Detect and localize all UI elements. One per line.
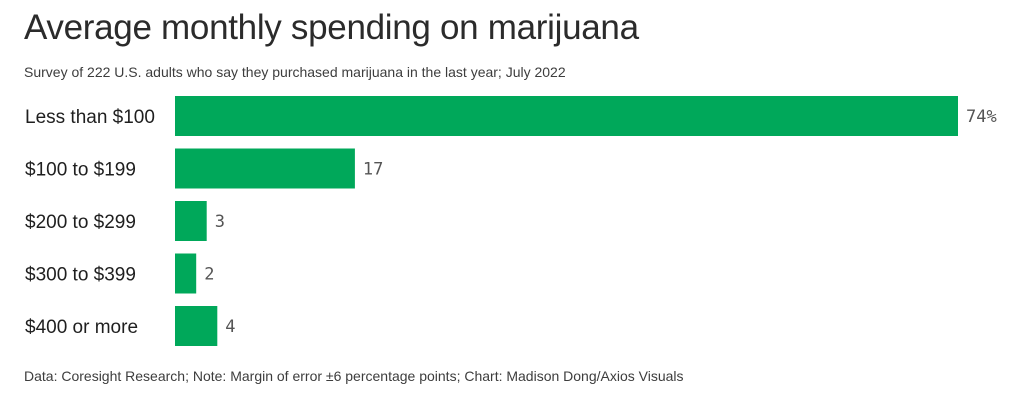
chart-footer: Data: Coresight Research; Note: Margin o… [24, 368, 684, 384]
category-label: Less than $100 [25, 107, 155, 128]
data-label: 17 [363, 160, 383, 180]
chart-title: Average monthly spending on marijuana [24, 8, 639, 47]
category-label: $100 to $199 [25, 160, 136, 181]
data-label: 74% [966, 107, 997, 127]
category-label: $300 to $399 [25, 265, 136, 286]
bar [175, 96, 958, 136]
data-label: 3 [215, 212, 225, 232]
bar [175, 306, 218, 346]
data-label: 2 [204, 265, 214, 285]
bar [175, 148, 355, 189]
category-label: $200 to $299 [25, 212, 136, 233]
category-label: $400 or more [25, 317, 138, 338]
data-label: 4 [225, 317, 235, 337]
bar [175, 253, 197, 294]
chart-subtitle: Survey of 222 U.S. adults who say they p… [24, 64, 566, 80]
bar [175, 201, 207, 241]
